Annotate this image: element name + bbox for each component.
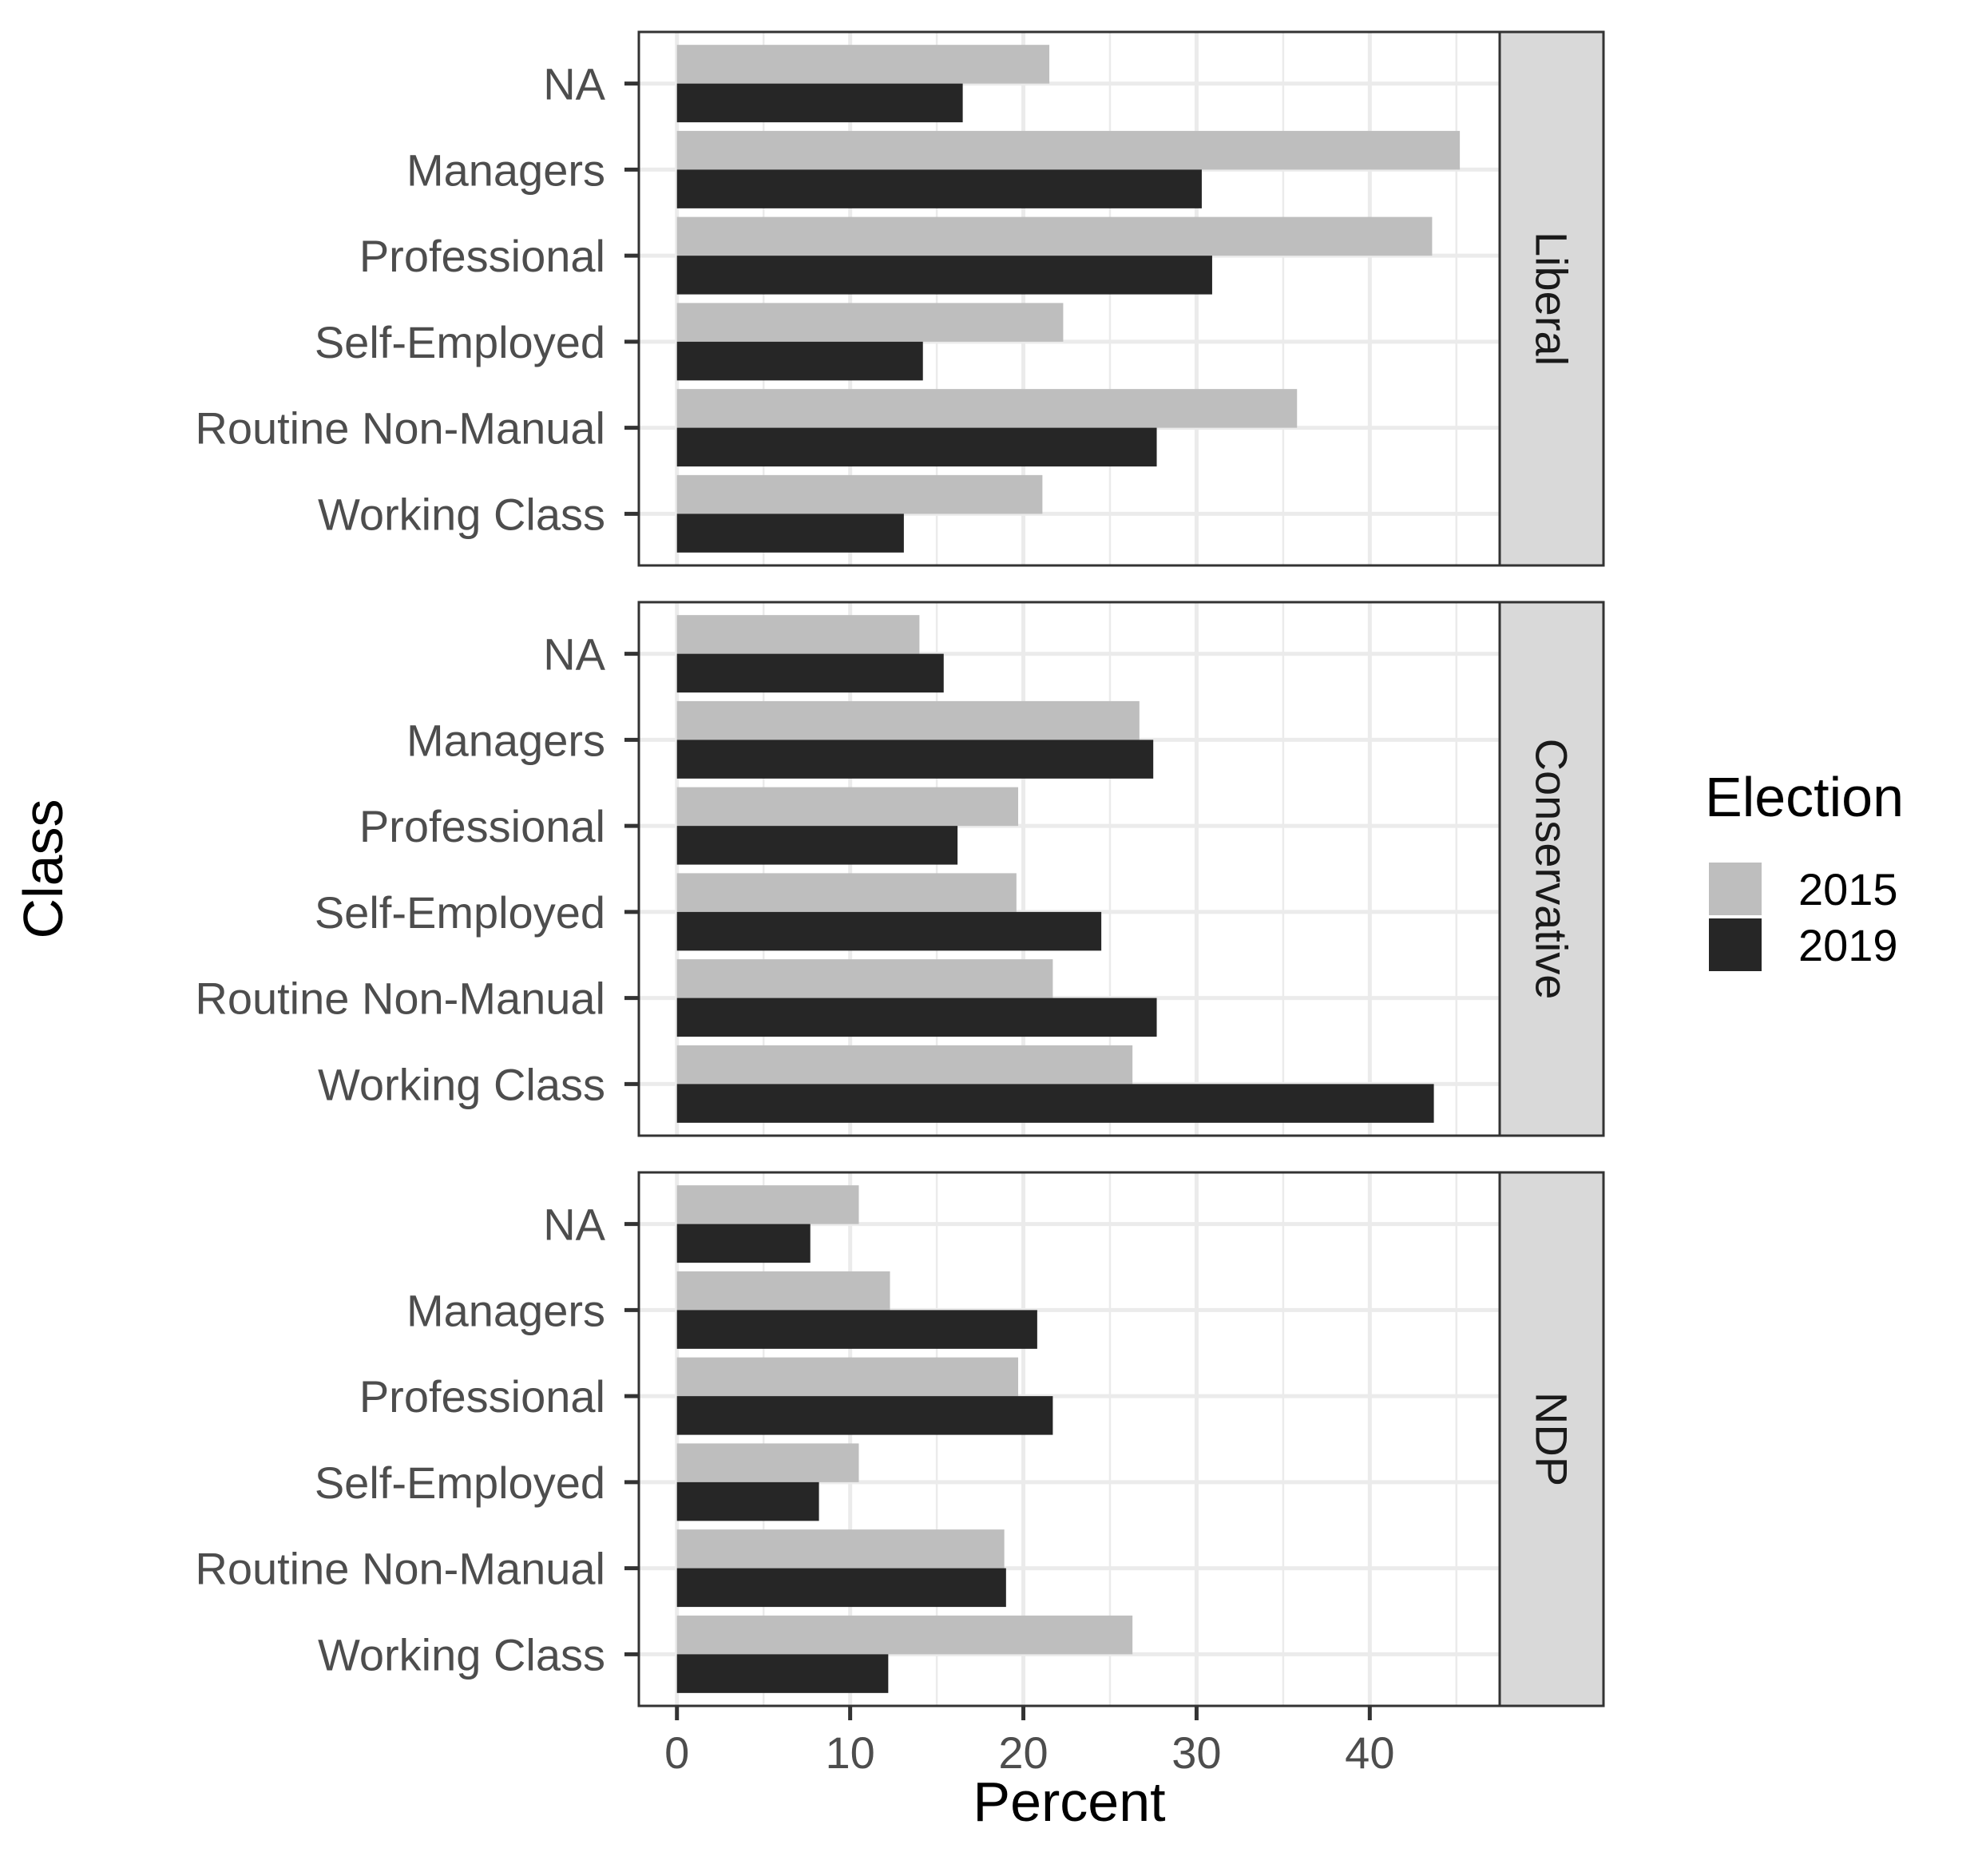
- y-tick-label: Managers: [406, 715, 605, 765]
- bar-liberal-2015: [676, 389, 1298, 428]
- y-tick-label: NA: [543, 1200, 605, 1250]
- legend-title: Election: [1705, 766, 1904, 828]
- x-tick-label: 20: [998, 1727, 1048, 1778]
- facet-strip-label: Liberal: [1527, 232, 1577, 366]
- y-tick-label: Self-Employed: [315, 887, 605, 938]
- facet-strip: [1498, 1171, 1605, 1707]
- bar-liberal-2019: [676, 427, 1157, 467]
- y-tick-label: Routine Non-Manual: [195, 974, 605, 1024]
- legend-label-2019: 2019: [1798, 920, 1898, 970]
- bar-liberal-2019: [676, 256, 1212, 295]
- bar-ndp-2015: [676, 1443, 859, 1482]
- facet-panel-ndp: NA Managers Professional Self-Employed Routi…: [195, 1171, 1605, 1707]
- y-tick-label: Self-Employed: [315, 317, 605, 367]
- bar-ndp-2019: [676, 1310, 1037, 1349]
- y-tick-label: Professional: [359, 801, 605, 851]
- x-tick-label: 30: [1171, 1727, 1221, 1778]
- facet-strip-label: NDP: [1527, 1392, 1577, 1486]
- x-tick-label: 40: [1345, 1727, 1394, 1778]
- y-tick-label: Routine Non-Manual: [195, 403, 605, 454]
- bar-conservative-2019: [676, 826, 958, 865]
- bar-ndp-2015: [676, 1357, 1019, 1397]
- y-tick-label: Professional: [359, 1371, 605, 1422]
- legend-key-2019: [1709, 918, 1762, 971]
- bar-conservative-2019: [676, 911, 1102, 951]
- y-tick-label: Managers: [406, 1285, 605, 1335]
- bar-ndp-2019: [676, 1568, 1006, 1608]
- bar-liberal-2019: [676, 83, 963, 123]
- bar-liberal-2015: [676, 303, 1064, 342]
- facet-strip: [1498, 30, 1605, 567]
- bar-conservative-2015: [676, 873, 1017, 912]
- y-tick-label: NA: [543, 59, 605, 109]
- bar-conservative-2015: [676, 959, 1053, 998]
- bar-liberal-2015: [676, 216, 1433, 256]
- bar-conservative-2015: [676, 1045, 1133, 1085]
- bar-ndp-2019: [676, 1654, 889, 1693]
- y-tick-label: Professional: [359, 231, 605, 281]
- y-tick-label: Working Class: [318, 1629, 605, 1680]
- bar-ndp-2015: [676, 1615, 1133, 1655]
- bar-ndp-2015: [676, 1271, 890, 1311]
- y-tick-label: NA: [543, 629, 605, 680]
- facet-panel-liberal: NA Managers Professional Self-Employed Routi…: [195, 30, 1605, 567]
- bar-conservative-2019: [676, 740, 1154, 779]
- bar-liberal-2019: [676, 341, 923, 381]
- bar-liberal-2015: [676, 45, 1050, 84]
- x-tick-label: 0: [664, 1727, 689, 1778]
- bar-conservative-2015: [676, 615, 920, 654]
- y-tick-label: Self-Employed: [315, 1458, 605, 1508]
- facet-strip-label: Conservative: [1527, 739, 1577, 1000]
- bar-conservative-2019: [676, 653, 944, 693]
- bar-liberal-2015: [676, 474, 1043, 514]
- bar-conservative-2015: [676, 700, 1140, 740]
- bar-conservative-2015: [676, 787, 1019, 827]
- bar-liberal-2019: [676, 169, 1202, 208]
- bar-ndp-2019: [676, 1396, 1053, 1435]
- bar-ndp-2019: [676, 1481, 819, 1521]
- bar-ndp-2019: [676, 1224, 811, 1263]
- bar-ndp-2015: [676, 1185, 859, 1224]
- y-tick-label: Managers: [406, 145, 605, 195]
- bar-conservative-2019: [676, 997, 1157, 1037]
- x-tick-label: 10: [825, 1727, 874, 1778]
- bar-conservative-2019: [676, 1084, 1434, 1123]
- legend-label-2015: 2015: [1798, 864, 1898, 914]
- legend: Election 2015 2019: [1705, 766, 1904, 971]
- x-axis-title: Percent: [973, 1771, 1165, 1833]
- y-tick-label: Routine Non-Manual: [195, 1544, 605, 1594]
- facet-panel-conservative: NA Managers Professional Self-Employed Routi…: [195, 601, 1605, 1137]
- legend-key-2015: [1709, 863, 1762, 915]
- bar-liberal-2015: [676, 130, 1461, 170]
- y-tick-label: Working Class: [318, 1059, 605, 1109]
- bar-ndp-2015: [676, 1529, 1005, 1569]
- bar-liberal-2019: [676, 514, 904, 553]
- y-tick-label: Working Class: [318, 489, 605, 539]
- y-axis-title: Class: [12, 799, 74, 938]
- facet-strip: [1498, 601, 1605, 1137]
